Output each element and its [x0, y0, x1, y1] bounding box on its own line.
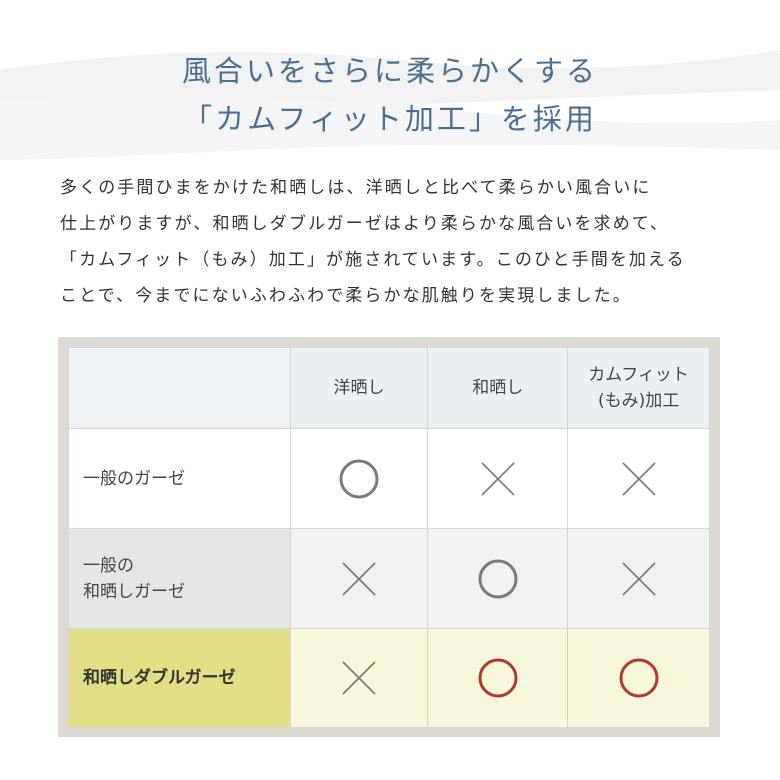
row-label: 一般の 和晒しガーゼ	[68, 528, 291, 629]
row-label-line1: 一般の	[83, 555, 134, 576]
paragraph-line: 「カムフィット（もみ）加工」が施されています。このひと手間を加える	[60, 250, 686, 270]
cross-icon	[342, 561, 376, 596]
mark-cell	[567, 628, 710, 728]
brush-stroke-background	[0, 50, 780, 160]
table-row-highlighted: 和晒しダブルガーゼ	[68, 628, 710, 728]
header-blank-cell	[68, 347, 291, 429]
table-header-row: 洋晒し 和晒し カムフィット (もみ)加工	[68, 347, 710, 429]
description-paragraph: 多くの手間ひまをかけた和晒しは、洋晒しと比べて柔らかい風合いに 仕上がりますが、…	[60, 176, 740, 320]
mark-cell	[567, 428, 710, 529]
table-row: 一般のガーゼ	[68, 428, 710, 529]
cross-icon	[622, 561, 656, 596]
circle-icon	[619, 658, 659, 698]
table-row: 一般の 和晒しガーゼ	[68, 528, 710, 629]
cross-icon	[342, 661, 376, 695]
mark-cell	[289, 628, 429, 728]
heading-line-2: 「カムフィット加工」を採用	[183, 102, 597, 136]
mark-cell	[427, 428, 569, 529]
cross-icon	[622, 461, 656, 496]
mark-cell	[567, 528, 710, 629]
cross-icon	[481, 461, 515, 496]
mark-cell	[289, 528, 429, 629]
row-label-line2: 和晒しガーゼ	[83, 581, 185, 602]
header-camfit: カムフィット (もみ)加工	[567, 347, 710, 429]
paragraph-line: ことで、今までにないふわふわで柔らかな肌触りを実現しました。	[60, 286, 632, 306]
header-camfit-line1: カムフィット	[588, 365, 689, 385]
heading-line-1: 風合いをさらに柔らかくする	[181, 54, 598, 88]
mark-cell	[427, 628, 569, 728]
row-label: 和晒しダブルガーゼ	[68, 628, 291, 728]
mark-cell	[427, 528, 569, 629]
header-camfit-line2: (もみ)加工	[597, 391, 680, 411]
circle-icon	[478, 559, 518, 598]
circle-icon	[478, 658, 518, 698]
header-yozarashi: 洋晒し	[289, 347, 429, 429]
mark-cell	[289, 428, 429, 529]
paragraph-line: 仕上がりますが、和晒しダブルガーゼはより柔らかな風合いを求めて、	[60, 214, 670, 234]
comparison-table: 洋晒し 和晒し カムフィット (もみ)加工 一般のガーゼ 一般の和晒しガーゼ 和晒…	[68, 347, 710, 728]
paragraph-line: 多くの手間ひまをかけた和晒しは、洋晒しと比べて柔らかい風合いに	[60, 178, 652, 198]
header-wazarashi: 和晒し	[427, 347, 569, 429]
row-label: 一般のガーゼ	[68, 428, 291, 529]
circle-icon	[339, 459, 379, 498]
